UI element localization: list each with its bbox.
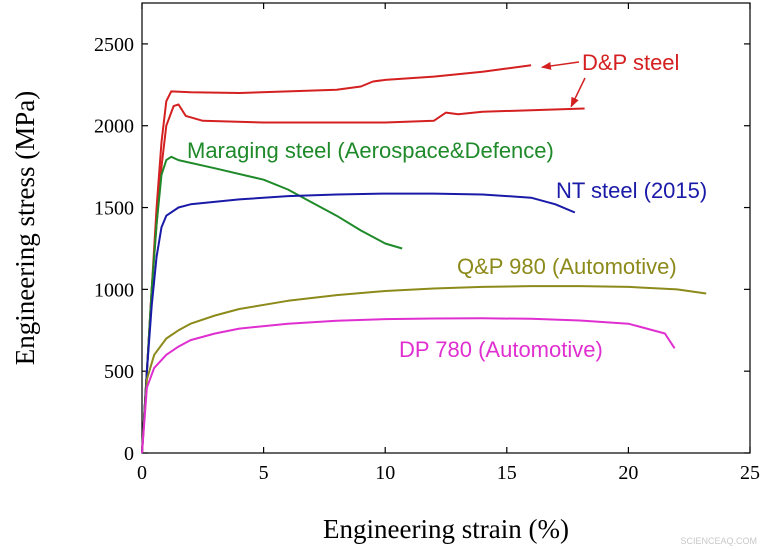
- x-tick-label: 15: [497, 462, 517, 484]
- label-qp980: Q&P 980 (Automotive): [457, 254, 677, 279]
- label-nt-steel: NT steel (2015): [556, 178, 707, 203]
- x-tick-label: 10: [375, 462, 395, 484]
- series-line-2: [141, 155, 403, 454]
- x-tick-label: 5: [259, 462, 269, 484]
- y-tick-label: 2000: [94, 116, 134, 138]
- y-tick-label: 1500: [94, 198, 134, 220]
- series-line-5: [141, 317, 676, 454]
- x-tick-label: 25: [740, 462, 760, 484]
- series-line-0: [141, 64, 532, 454]
- x-tick-label: 0: [137, 462, 147, 484]
- x-axis-title: Engineering strain (%): [323, 514, 569, 544]
- y-tick-label: 2500: [94, 34, 134, 56]
- annotation-arrow: [540, 61, 580, 70]
- y-axis-title: Engineering stress (MPa): [10, 91, 40, 365]
- label-dp-steel: D&P steel: [582, 50, 679, 75]
- y-tick-label: 500: [104, 361, 134, 383]
- x-axis: 0 5 10 15 20 25: [137, 3, 760, 484]
- series-line-3: [141, 192, 576, 454]
- series-lines: [141, 64, 707, 454]
- watermark: SCIENCEAQ.COM: [680, 536, 757, 546]
- series-line-4: [141, 285, 707, 454]
- x-tick-label: 20: [618, 462, 638, 484]
- y-axis: 0 500 1000 1500 2000 2500: [94, 34, 750, 465]
- annotation-arrows: [540, 61, 586, 108]
- annotation-arrow: [570, 77, 586, 108]
- y-tick-label: 0: [124, 443, 134, 465]
- label-dp780: DP 780 (Automotive): [399, 337, 603, 362]
- plot-frame: [141, 2, 751, 454]
- label-maraging-steel: Maraging steel (Aerospace&Defence): [187, 138, 554, 163]
- y-tick-label: 1000: [94, 279, 134, 301]
